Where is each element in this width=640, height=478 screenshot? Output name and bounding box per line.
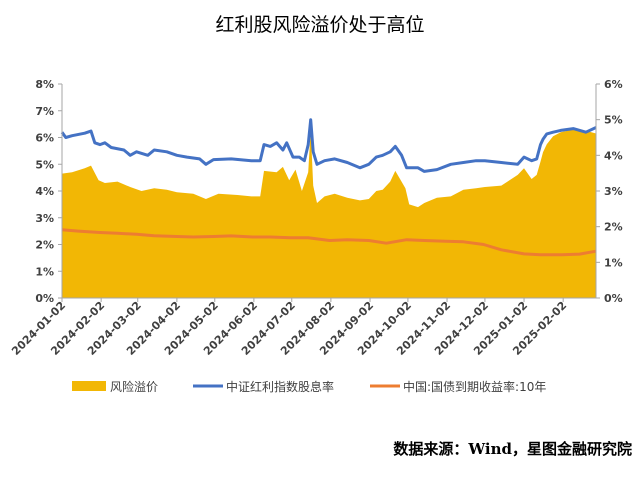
series-line-bond-yield [61, 228, 597, 257]
y-right-tick-label: 0% [604, 292, 623, 305]
legend-label: 风险溢价 [110, 379, 158, 394]
y-right-tick-label: 5% [604, 114, 623, 127]
y-left-tick-label: 3% [35, 212, 54, 225]
y-right-tick-label: 1% [604, 256, 623, 269]
y-right-tick-label: 3% [604, 185, 623, 198]
y-left-tick-label: 1% [35, 265, 54, 278]
y-left-tick-label: 5% [35, 158, 54, 171]
series-area-risk-premium [62, 129, 596, 298]
series-line-dividend-yield [60, 118, 597, 173]
y-right-tick-label: 4% [604, 149, 623, 162]
y-left-tick-label: 4% [35, 185, 54, 198]
y-left-tick-label: 6% [35, 132, 54, 145]
y-right-tick-label: 6% [604, 78, 623, 91]
source-note: 数据来源：Wind，星图金融研究院 [393, 440, 632, 458]
y-left-tick-label: 0% [35, 292, 54, 305]
legend-label: 中国:国债到期收益率:10年 [403, 379, 546, 394]
y-left-tick-label: 7% [35, 105, 54, 118]
y-right-tick-label: 2% [604, 221, 623, 234]
y-left-tick-label: 2% [35, 239, 54, 252]
chart-title: 红利股风险溢价处于高位 [215, 14, 425, 36]
y-left-tick-label: 8% [35, 78, 54, 91]
legend-label: 中证红利指数股息率 [226, 379, 334, 394]
legend-swatch-risk-premium [72, 381, 106, 391]
